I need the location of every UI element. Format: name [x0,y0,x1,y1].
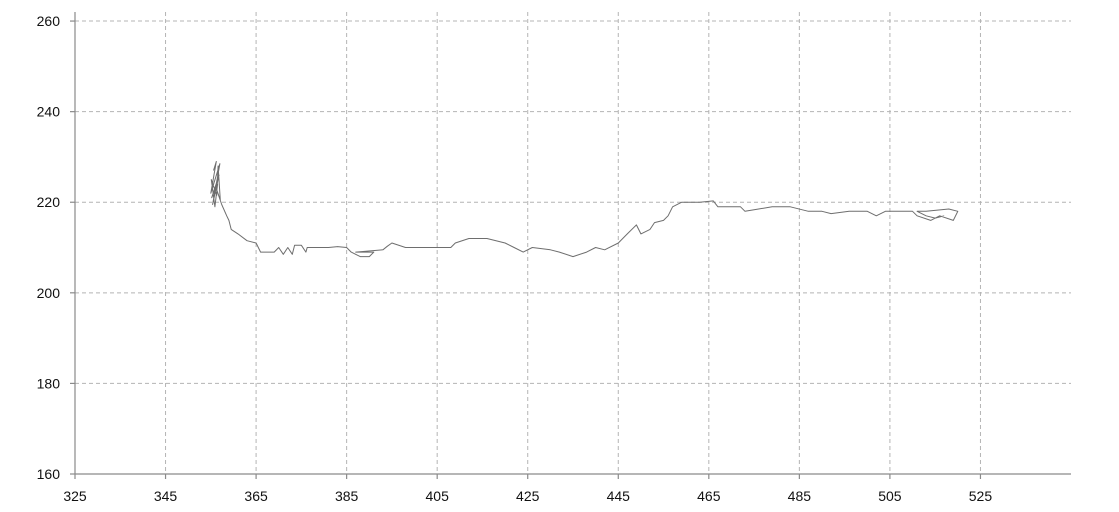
x-tick-label: 425 [516,488,540,504]
y-tick-label: 240 [37,104,61,120]
y-tick-label: 260 [37,13,61,29]
x-tick-label: 405 [426,488,450,504]
x-tick-label: 525 [969,488,993,504]
grid [70,12,1071,479]
x-tick-label: 345 [154,488,178,504]
x-tick-label: 325 [63,488,87,504]
y-tick-label: 160 [37,466,61,482]
x-tick-label: 365 [244,488,268,504]
y-tick-label: 200 [37,285,61,301]
x-tick-label: 485 [788,488,812,504]
x-tick-label: 445 [607,488,631,504]
axes [74,12,1071,475]
series [210,161,959,258]
series-line [210,161,959,258]
x-tick-label: 385 [335,488,359,504]
tick-labels: 160 180 200 220 240 260 325 345 365 385 405 425 445 4… [37,13,993,504]
y-tick-label: 180 [37,375,61,391]
x-tick-label: 505 [878,488,902,504]
y-tick-label: 220 [37,194,61,210]
x-tick-label: 465 [697,488,721,504]
